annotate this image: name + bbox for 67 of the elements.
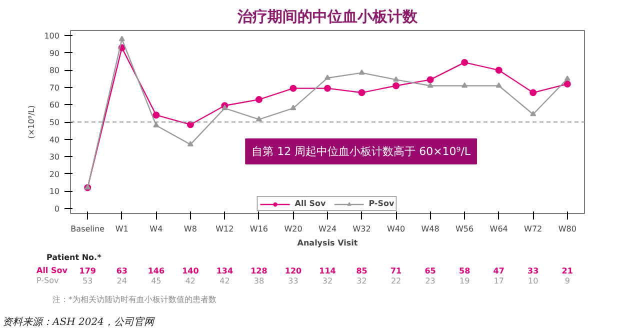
- x-tick-label: W4: [150, 224, 163, 234]
- text: 32: [356, 276, 367, 286]
- y-tick-label: 80: [49, 66, 60, 76]
- text: 21: [562, 266, 574, 276]
- y-axis-title: (×10⁹/L): [27, 105, 36, 139]
- y-tick-label: 70: [49, 83, 60, 92]
- y-tick-label: 60: [49, 100, 60, 110]
- y-tick-label: 40: [49, 135, 60, 144]
- text: 33: [528, 266, 539, 276]
- text: 19: [459, 276, 470, 286]
- text: 146: [148, 266, 165, 276]
- text: 注：*为相关访随访时有血小板计数值的患者数: [52, 295, 216, 304]
- x-tick-label: W12: [216, 224, 234, 234]
- text: 114: [319, 266, 336, 276]
- text: 24: [116, 276, 127, 286]
- text: Patient No.*: [46, 253, 102, 262]
- text: 22: [390, 276, 402, 286]
- chart-title: 治疗期间的中位血小板计数: [236, 8, 418, 26]
- text: 71: [390, 266, 402, 276]
- text: 32: [322, 276, 333, 286]
- legend-label: P-Sov: [368, 199, 394, 208]
- y-tick-label: 50: [49, 118, 60, 127]
- text: 47: [493, 266, 504, 276]
- text: P-Sov: [36, 276, 60, 285]
- text: All Sov: [36, 266, 68, 275]
- text: 23: [425, 276, 436, 286]
- x-tick-label: W64: [490, 224, 508, 234]
- annotation: 自第 12 周起中位血小板计数高于 60×10⁹/L: [252, 144, 472, 158]
- text: 179: [79, 266, 96, 276]
- x-tick-label: W1: [115, 224, 128, 234]
- x-tick-label: W24: [318, 224, 337, 234]
- text: 140: [182, 266, 200, 276]
- text: 58: [459, 266, 471, 276]
- text: 85: [356, 266, 368, 276]
- x-tick-label: W48: [421, 224, 440, 234]
- y-tick-label: 20: [49, 170, 60, 179]
- text: 资料来源：ASH 2024，公司官网: [2, 316, 155, 328]
- text: 120: [284, 266, 302, 276]
- text: 9: [564, 276, 570, 286]
- y-tick-label: 0: [54, 204, 60, 214]
- y-tick-label: 90: [49, 48, 60, 58]
- text: 128: [250, 266, 268, 276]
- text: 134: [216, 266, 234, 276]
- x-axis-title: Analysis Visit: [297, 238, 358, 248]
- x-tick-label: W20: [284, 224, 302, 234]
- x-tick-label: W16: [250, 224, 268, 234]
- text: 38: [254, 276, 264, 286]
- text: 10: [528, 276, 538, 286]
- x-tick-label: W32: [352, 224, 371, 234]
- text: 33: [288, 276, 298, 286]
- text: 17: [494, 276, 504, 286]
- x-tick-label: W72: [524, 224, 542, 234]
- x-tick-label: W56: [456, 224, 474, 234]
- text: 53: [82, 276, 93, 286]
- text: 45: [151, 276, 162, 286]
- text: 42: [185, 276, 196, 286]
- y-tick-label: 10: [49, 187, 60, 196]
- x-tick-label: W8: [184, 224, 197, 234]
- text: 63: [116, 266, 128, 276]
- y-tick-label: 30: [49, 152, 60, 162]
- legend-label: All Sov: [294, 199, 326, 208]
- x-tick-label: Baseline: [70, 224, 105, 234]
- x-tick-label: W40: [386, 224, 406, 234]
- y-tick-label: 100: [44, 32, 60, 41]
- text: 65: [424, 266, 436, 276]
- text: 42: [220, 276, 230, 286]
- x-tick-label: W80: [558, 224, 576, 234]
